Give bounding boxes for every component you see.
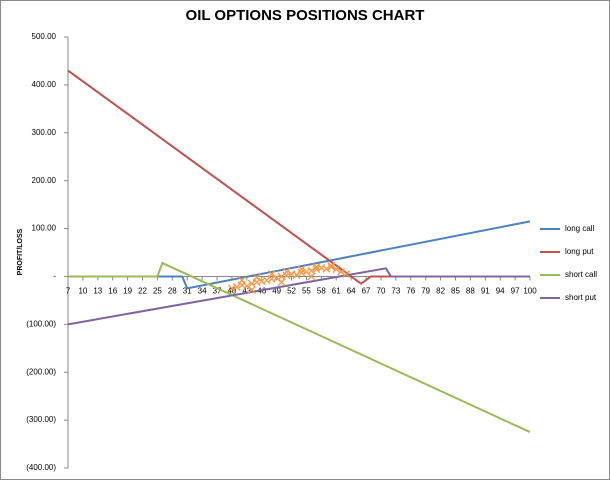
scatter-marker bbox=[227, 284, 236, 293]
x-tick-label: 58 bbox=[317, 287, 326, 296]
scatter-marker bbox=[232, 283, 241, 291]
scatter-marker bbox=[322, 264, 331, 273]
scatter-marker bbox=[342, 270, 351, 279]
y-axis-label: PROFIT/LOSS bbox=[17, 228, 24, 275]
scatter-marker bbox=[247, 285, 256, 294]
scatter-marker bbox=[337, 267, 346, 276]
x-tick-label: 76 bbox=[406, 287, 415, 296]
x-tick-label: 16 bbox=[108, 287, 117, 296]
scatter-marker bbox=[277, 278, 286, 287]
x-tick-label: 55 bbox=[302, 287, 311, 296]
series-line bbox=[67, 267, 530, 326]
scatter-marker bbox=[312, 262, 321, 271]
series-line bbox=[68, 261, 531, 433]
x-tick-label: 10 bbox=[78, 287, 87, 296]
x-tick-label: 49 bbox=[272, 287, 281, 296]
x-tick-label: 61 bbox=[332, 287, 341, 296]
scatter-marker bbox=[267, 270, 276, 279]
y-tick-label: 400.00 bbox=[32, 80, 57, 89]
legend-label: short call bbox=[565, 270, 597, 279]
scatter-marker bbox=[312, 265, 321, 274]
y-tick-label: 100.00 bbox=[32, 224, 57, 233]
x-tick-label: 73 bbox=[391, 287, 400, 296]
chart-title: OIL OPTIONS POSITIONS CHART bbox=[186, 7, 425, 24]
x-tick-label: 52 bbox=[287, 287, 296, 296]
x-tick-label: 19 bbox=[123, 287, 132, 296]
y-tick-label: (400.00) bbox=[26, 463, 56, 472]
x-tick-label: 85 bbox=[451, 287, 460, 296]
y-tick-label: 200.00 bbox=[32, 176, 57, 185]
scatter-marker bbox=[297, 265, 306, 274]
scatter-marker bbox=[307, 266, 316, 275]
y-tick-label: 300.00 bbox=[32, 128, 57, 137]
x-tick-label: 28 bbox=[168, 287, 177, 296]
scatter-marker bbox=[247, 279, 256, 288]
x-tick-label: 67 bbox=[362, 287, 371, 296]
x-tick-label: 79 bbox=[421, 287, 430, 296]
x-tick-label: 70 bbox=[377, 287, 386, 296]
scatter-marker bbox=[332, 265, 341, 274]
scatter-marker bbox=[307, 272, 316, 281]
x-tick-label: 100 bbox=[523, 287, 537, 296]
scatter-marker bbox=[282, 267, 291, 276]
y-tick-label: (100.00) bbox=[26, 319, 56, 328]
legend-label: long call bbox=[565, 224, 595, 233]
y-tick-label: - bbox=[53, 272, 56, 281]
x-tick-label: 43 bbox=[242, 287, 251, 296]
scatter-marker bbox=[237, 276, 246, 285]
x-tick-label: 22 bbox=[138, 287, 147, 296]
x-tick-label: 64 bbox=[347, 287, 356, 296]
y-tick-label: (200.00) bbox=[26, 367, 56, 376]
y-tick-label: (300.00) bbox=[26, 415, 56, 424]
x-tick-label: 94 bbox=[496, 287, 505, 296]
x-tick-label: 37 bbox=[213, 287, 222, 296]
legend-label: short put bbox=[565, 293, 597, 302]
y-tick-label: 500.00 bbox=[32, 32, 57, 41]
x-tick-label: 91 bbox=[481, 287, 490, 296]
x-tick-label: 7 bbox=[66, 287, 71, 296]
x-tick-label: 13 bbox=[93, 287, 102, 296]
x-tick-label: 31 bbox=[183, 287, 192, 296]
x-tick-label: 34 bbox=[198, 287, 207, 296]
x-tick-label: 97 bbox=[511, 287, 520, 296]
scatter-marker bbox=[252, 273, 261, 282]
legend-label: long put bbox=[565, 247, 594, 256]
scatter-marker bbox=[327, 262, 336, 271]
x-tick-label: 40 bbox=[227, 287, 236, 296]
scatter-marker bbox=[262, 276, 271, 285]
x-tick-label: 25 bbox=[153, 287, 162, 296]
scatter-marker bbox=[327, 261, 336, 270]
x-tick-label: 88 bbox=[466, 287, 475, 296]
x-tick-label: 82 bbox=[436, 287, 445, 296]
